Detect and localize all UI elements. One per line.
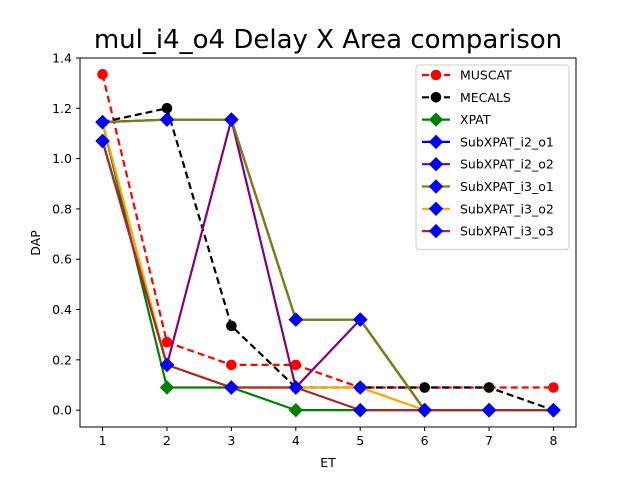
x-tick-label: 7 xyxy=(485,433,493,448)
data-point-subxpat-i3-o3 xyxy=(417,402,432,418)
data-point-subxpat-i3-o1 xyxy=(288,312,303,327)
legend-label: MUSCAT xyxy=(460,68,512,83)
legend-marker-xpat xyxy=(428,112,444,127)
legend-label: SubXPAT_i3_o2 xyxy=(460,201,554,216)
y-tick-label: 0.8 xyxy=(52,201,72,216)
y-tick-label: 0.2 xyxy=(52,352,72,367)
legend-label: SubXPAT_i2_o2 xyxy=(460,157,554,172)
data-point-subxpat-i3-o3 xyxy=(288,380,303,395)
plot-area: 1 2 3 4 5 6 7 8 0.0 0.2 0.4 0.6 0.8 1.0 1.2 1.4 xyxy=(52,51,577,448)
y-tick-label: 1.0 xyxy=(52,151,72,166)
legend-marker-subxpat-i3-o1 xyxy=(428,179,444,194)
legend-label: SubXPAT_i3_o1 xyxy=(460,179,554,194)
data-point-muscat xyxy=(226,359,237,371)
legend-marker-mecals xyxy=(430,92,442,103)
data-point-subxpat-i3-o3 xyxy=(481,402,497,418)
legend-marker-subxpat-i3-o3 xyxy=(428,223,444,239)
x-tick-label: 3 xyxy=(227,433,235,448)
data-point-xpat xyxy=(159,380,175,395)
y-tick-label: 0.4 xyxy=(52,302,72,317)
data-point-subxpat-i3-o1 xyxy=(159,112,175,127)
data-point-mecals xyxy=(419,382,430,393)
data-point-muscat xyxy=(290,359,302,371)
y-tick-label: 1.4 xyxy=(52,51,72,66)
x-tick-label: 1 xyxy=(99,433,107,448)
y-tick-label: 0.6 xyxy=(52,252,72,267)
legend: MUSCAT MECALS XPAT SubXPAT_i2_o1 SubXPAT_i2_… xyxy=(415,64,570,250)
x-tick-label: 6 xyxy=(421,433,429,448)
data-point-muscat xyxy=(548,382,559,393)
legend-label: SubXPAT_i2_o1 xyxy=(460,134,554,149)
x-tick-label: 5 xyxy=(356,433,364,448)
series-line-subxpat-i3-o3 xyxy=(101,140,554,412)
data-point-subxpat-i3-o2 xyxy=(353,380,368,395)
data-point-subxpat-i3-o2 xyxy=(95,114,110,130)
data-point-mecals xyxy=(161,103,173,114)
data-point-subxpat-i3-o1 xyxy=(224,112,239,127)
data-point-subxpat-i3-o3 xyxy=(546,402,561,418)
y-tick-label: 0.0 xyxy=(52,403,72,418)
legend-box xyxy=(415,64,570,250)
data-point-subxpat-i3-o3 xyxy=(353,402,368,418)
legend-label: SubXPAT_i3_o3 xyxy=(460,224,554,239)
y-axis-label: DAP xyxy=(28,230,43,256)
series-line-mecals xyxy=(102,107,554,412)
legend-label: XPAT xyxy=(460,112,491,127)
data-point-subxpat-i3-o1 xyxy=(353,312,368,327)
series-subxpat-i3-o3 xyxy=(95,133,561,418)
x-tick-label: 4 xyxy=(292,433,300,448)
legend-marker-subxpat-i2-o2 xyxy=(428,156,444,172)
legend-marker-subxpat-i2-o1 xyxy=(428,134,444,150)
legend-marker-subxpat-i3-o2 xyxy=(428,201,444,217)
data-point-mecals xyxy=(483,382,495,393)
x-tick-label: 2 xyxy=(163,433,171,448)
axes-frame xyxy=(79,57,577,428)
x-axis-label: ET xyxy=(320,455,336,470)
data-point-subxpat-i3-o3 xyxy=(159,357,175,373)
data-point-muscat xyxy=(97,69,108,80)
legend-label: MECALS xyxy=(460,90,511,105)
x-tick-label: 8 xyxy=(549,433,557,448)
data-point-muscat xyxy=(161,336,173,348)
data-point-mecals xyxy=(226,320,237,332)
chart-title: mul_i4_o4 Delay X Area comparison xyxy=(94,25,562,55)
data-point-subxpat-i3-o3 xyxy=(95,133,110,149)
data-point-xpat xyxy=(288,402,303,418)
legend-marker-muscat xyxy=(430,69,442,81)
y-tick-label: 1.2 xyxy=(52,101,72,116)
data-point-subxpat-i3-o3 xyxy=(224,380,239,395)
